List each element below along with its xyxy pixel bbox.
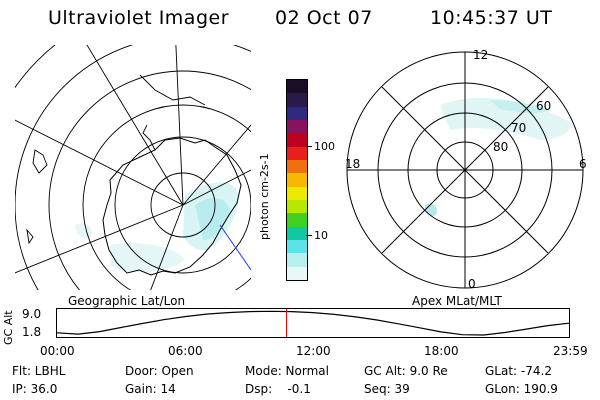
coastline <box>102 137 242 276</box>
colorbar-tick-label-10: 10 <box>314 229 328 242</box>
mlat-label-80: 80 <box>493 140 509 154</box>
footer-seq: Seq: 39 <box>364 382 410 396</box>
mlat-label-60: 60 <box>536 99 552 113</box>
mlt-label-6: 6 <box>579 157 587 171</box>
apex-polar-plot <box>346 51 584 289</box>
altitude-ytick-top: 9.0 <box>22 307 42 321</box>
colorbar-tick-100 <box>306 146 312 147</box>
mlt-label-0: 0 <box>468 277 476 291</box>
mlt-label-18: 18 <box>345 157 361 171</box>
meridians <box>15 45 251 290</box>
mlat-label-70: 70 <box>511 121 527 135</box>
observation-date: 02 Oct 07 <box>275 7 373 29</box>
colorbar-segment <box>287 173 307 187</box>
colorbar-segment <box>287 239 307 254</box>
footer-gain: Gain: 14 <box>125 382 176 396</box>
altitude-curve <box>57 310 569 336</box>
geographic-map <box>15 45 251 290</box>
instrument-title: Ultraviolet Imager <box>48 7 230 29</box>
colorbar-segment <box>287 226 307 240</box>
latitude-circles <box>15 45 251 290</box>
altitude-ytick-bottom: 1.8 <box>22 325 42 339</box>
altitude-xtick-0600: 06:00 <box>168 344 203 358</box>
geographic-label: Geographic Lat/Lon <box>68 294 186 308</box>
altitude-plot <box>57 309 569 337</box>
altitude-xtick-0000: 00:00 <box>40 344 75 358</box>
colorbar-segment <box>287 186 307 200</box>
colorbar-segment <box>287 199 307 214</box>
footer-ip: IP: 36.0 <box>12 382 58 396</box>
apex-label: Apex MLat/MLT <box>412 294 502 308</box>
altitude-ylabel: GC Alt <box>2 310 15 345</box>
colorbar-segment <box>287 80 307 94</box>
colorbar-segment <box>287 93 307 107</box>
colorbar-segment <box>287 133 307 147</box>
colorbar-segment <box>287 106 307 120</box>
colorbar-segment <box>287 146 307 160</box>
colorbar-segment <box>287 119 307 134</box>
colorbar-tick-10 <box>306 235 312 236</box>
colorbar-segment <box>287 159 307 174</box>
colorbar-label: photon cm-2s-1 <box>258 153 271 240</box>
altitude-xtick-1200: 12:00 <box>296 344 331 358</box>
colorbar-segment <box>287 253 307 267</box>
colorbar-segment <box>287 266 307 280</box>
footer-glon: GLon: 190.9 <box>485 382 558 396</box>
colorbar-gradient <box>286 79 308 281</box>
footer-door: Door: Open <box>125 364 194 378</box>
footer-mode: Mode: Normal <box>245 364 329 378</box>
footer-glat: GLat: -74.2 <box>485 364 552 378</box>
colorbar-segment <box>287 213 307 227</box>
altitude-xtick-2359: 23:59 <box>553 344 588 358</box>
footer-dsp: Dsp: -0.1 <box>245 382 311 396</box>
altitude-plot-frame <box>56 308 570 338</box>
mlt-line-diag-b <box>381 86 549 254</box>
footer-filter: Flt: LBHL <box>12 364 66 378</box>
altitude-xtick-1800: 18:00 <box>424 344 459 358</box>
colorbar-tick-label-100: 100 <box>314 140 335 153</box>
observation-time: 10:45:37 UT <box>430 7 553 29</box>
mlt-label-12: 12 <box>473 48 489 62</box>
footer-gc-alt: GC Alt: 9.0 Re <box>364 364 448 378</box>
